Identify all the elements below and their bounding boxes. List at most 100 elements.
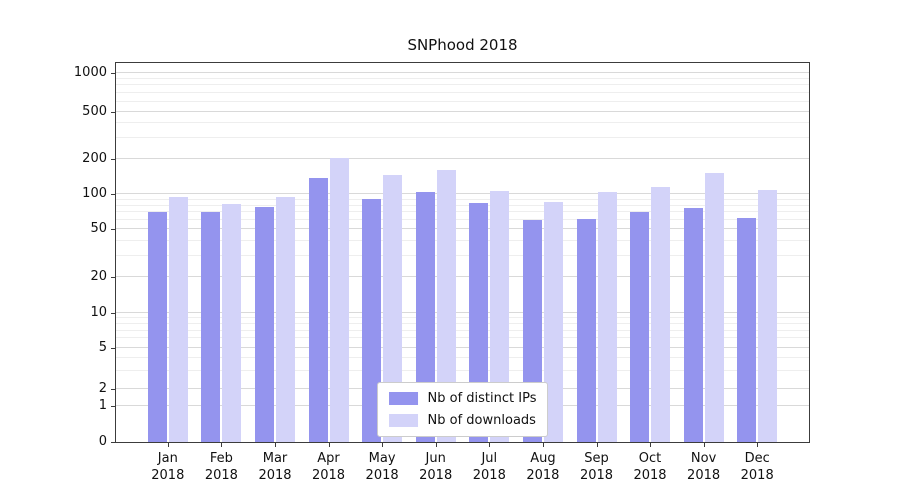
gridline-minor xyxy=(116,122,809,124)
x-tick-mark xyxy=(382,443,384,447)
bar-nb-of-downloads xyxy=(168,196,188,442)
x-tick-mark xyxy=(757,443,759,447)
bar-nb-of-downloads xyxy=(436,170,456,442)
x-tick-month: Jul xyxy=(481,451,498,466)
gridline-minor xyxy=(116,136,809,138)
y-tick-label: 5 xyxy=(98,339,107,355)
x-tick-label: Aug 2018 xyxy=(513,450,573,484)
x-tick-label: Sep 2018 xyxy=(567,450,627,484)
gridline-minor xyxy=(116,100,809,102)
x-tick-mark xyxy=(489,443,491,447)
x-tick-mark xyxy=(703,443,705,447)
x-tick-month: Nov xyxy=(690,451,717,466)
legend-row: Nb of distinct IPs xyxy=(388,391,537,406)
legend-row: Nb of downloads xyxy=(388,413,537,428)
bar-nb-of-downloads xyxy=(329,158,349,442)
y-tick-label: 10 xyxy=(90,304,107,320)
x-tick-year: 2018 xyxy=(579,468,614,483)
y-tick-label: 1000 xyxy=(73,64,107,80)
x-tick-year: 2018 xyxy=(419,468,453,483)
legend-swatch xyxy=(388,392,418,405)
x-tick-month: Aug xyxy=(530,451,556,466)
bar-nb-of-distinct-ips xyxy=(201,212,221,442)
bar-nb-of-distinct-ips xyxy=(630,211,649,442)
x-tick-label: Oct 2018 xyxy=(620,450,680,484)
bar-nb-of-distinct-ips xyxy=(147,212,167,442)
x-tick-label: Feb 2018 xyxy=(191,450,251,484)
y-tick-label: 50 xyxy=(90,221,107,237)
x-tick-mark xyxy=(435,443,437,447)
bar-nb-of-downloads xyxy=(651,187,670,442)
x-tick-mark xyxy=(328,443,330,447)
x-tick-year: 2018 xyxy=(365,468,399,483)
legend: Nb of distinct IPs Nb of downloads xyxy=(376,382,549,437)
y-tick-label: 200 xyxy=(82,150,107,166)
x-tick-month: Apr xyxy=(317,451,340,466)
bar-nb-of-downloads xyxy=(758,190,778,442)
x-tick-label: Mar 2018 xyxy=(245,450,305,484)
bar-nb-of-distinct-ips xyxy=(415,192,435,442)
x-tick-year: 2018 xyxy=(258,468,292,483)
y-tick-label: 1 xyxy=(98,398,107,414)
x-tick-label: May 2018 xyxy=(352,450,412,484)
x-tick-month: Mar xyxy=(262,451,288,466)
gridline-minor xyxy=(116,84,809,86)
gridline-major xyxy=(116,157,809,159)
bar-nb-of-distinct-ips xyxy=(683,208,703,442)
x-tick-label: Dec 2018 xyxy=(727,450,787,484)
x-tick-year: 2018 xyxy=(311,468,346,483)
legend-label: Nb of distinct IPs xyxy=(427,391,537,406)
x-tick-year: 2018 xyxy=(204,468,238,483)
x-tick-mark xyxy=(650,443,651,447)
x-tick-month: Oct xyxy=(638,451,662,466)
x-tick-year: 2018 xyxy=(687,468,721,483)
bar-nb-of-distinct-ips xyxy=(255,206,274,442)
bar-nb-of-downloads xyxy=(704,173,724,442)
bar-nb-of-downloads xyxy=(490,191,510,442)
gridline-minor xyxy=(116,91,809,93)
bar-nb-of-distinct-ips xyxy=(308,177,328,442)
y-tick-label: 20 xyxy=(90,268,107,284)
x-tick-label: Jun 2018 xyxy=(406,450,466,484)
bar-nb-of-downloads xyxy=(222,204,242,442)
bar-nb-of-downloads xyxy=(597,192,617,442)
x-tick-month: Dec xyxy=(744,451,770,466)
bar-nb-of-distinct-ips xyxy=(362,198,382,442)
x-tick-label: Apr 2018 xyxy=(299,450,359,484)
x-tick-year: 2018 xyxy=(151,468,185,483)
legend-label: Nb of downloads xyxy=(427,413,536,428)
x-tick-year: 2018 xyxy=(633,468,667,483)
x-tick-month: May xyxy=(368,451,396,466)
x-tick-month: Jun xyxy=(425,451,446,466)
legend-swatch xyxy=(388,414,418,427)
bar-nb-of-downloads xyxy=(543,201,563,442)
bar-nb-of-downloads xyxy=(276,196,295,442)
bar-nb-of-distinct-ips xyxy=(737,218,757,442)
x-tick-month: Feb xyxy=(209,451,233,466)
x-tick-mark xyxy=(221,443,223,447)
x-tick-year: 2018 xyxy=(740,468,774,483)
x-tick-mark xyxy=(596,443,598,447)
x-tick-label: Jan 2018 xyxy=(138,450,198,484)
bar-nb-of-distinct-ips xyxy=(576,219,596,442)
chart-title: SNPhood 2018 xyxy=(407,36,518,54)
y-tick-label: 2 xyxy=(98,381,107,397)
x-tick-label: Nov 2018 xyxy=(674,450,734,484)
gridline-minor xyxy=(116,77,809,79)
x-tick-month: Jan xyxy=(157,451,178,466)
x-tick-year: 2018 xyxy=(472,468,506,483)
x-tick-mark xyxy=(542,443,544,447)
x-tick-label: Jul 2018 xyxy=(459,450,519,484)
x-tick-year: 2018 xyxy=(526,468,560,483)
y-tick-label: 100 xyxy=(82,186,107,202)
gridline-major xyxy=(116,71,809,73)
bar-nb-of-downloads xyxy=(383,175,403,442)
plot-area: Nb of distinct IPs Nb of downloads xyxy=(115,62,810,443)
y-tick-label: 500 xyxy=(82,103,107,119)
x-tick-month: Sep xyxy=(584,451,609,466)
x-tick-mark xyxy=(167,443,169,447)
x-tick-mark xyxy=(275,443,276,447)
gridline-major xyxy=(116,110,809,112)
y-tick-label: 0 xyxy=(98,434,107,449)
